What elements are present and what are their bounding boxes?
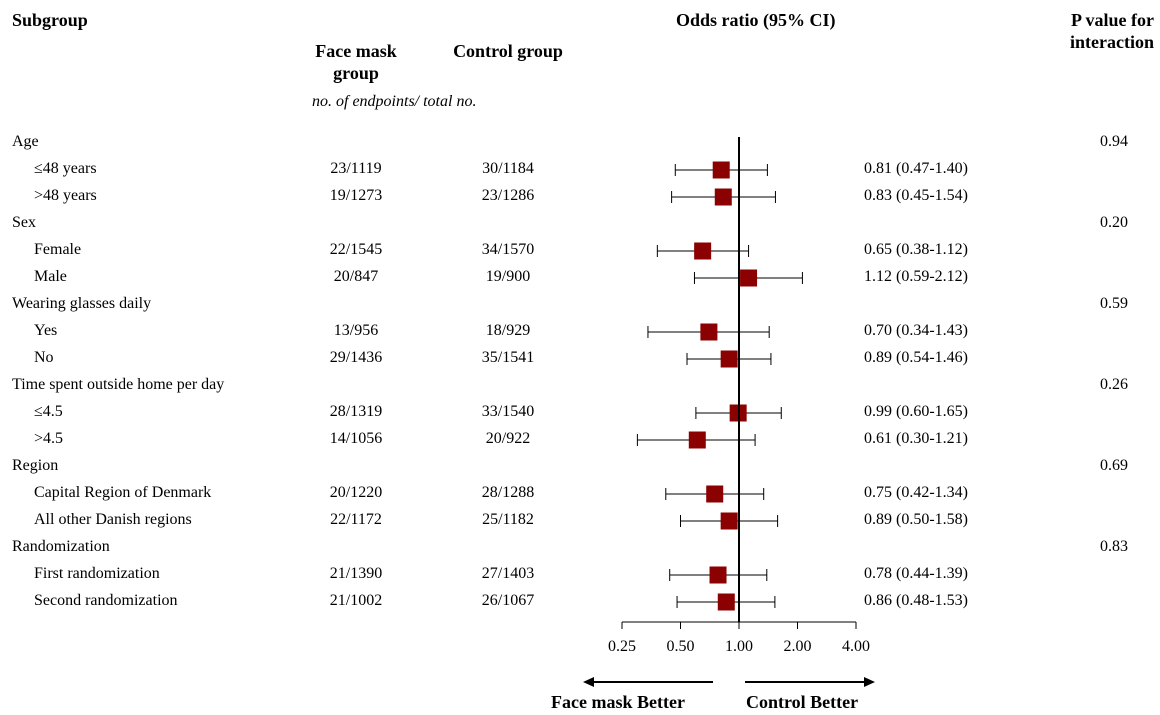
group-label: Randomization — [12, 538, 110, 555]
x-tick-label: 0.25 — [608, 638, 636, 655]
facemask-better-label: Face mask Better — [551, 692, 685, 712]
odds-ratio-ci: 0.89 (0.50-1.58) — [864, 511, 968, 528]
subgroup-label: Capital Region of Denmark — [34, 484, 212, 501]
point-estimate — [740, 269, 758, 287]
odds-ratio-ci: 0.70 (0.34-1.43) — [864, 322, 968, 339]
point-estimate — [709, 566, 727, 584]
endpoints-subheader: no. of endpoints/ total no. — [312, 93, 477, 110]
odds-ratio-ci: 0.65 (0.38-1.12) — [864, 241, 968, 258]
subgroup-label: No — [34, 349, 54, 366]
facemask-count: 22/1545 — [329, 241, 383, 258]
subgroup-label: >48 years — [34, 187, 97, 204]
odds-ratio-ci: 0.83 (0.45-1.54) — [864, 187, 968, 204]
odds-ratio-ci: 0.89 (0.54-1.46) — [864, 349, 968, 366]
subgroup-label: ≤4.5 — [34, 403, 63, 420]
control-count: 35/1541 — [481, 349, 535, 366]
point-estimate — [694, 242, 712, 260]
p-value: 0.26 — [1100, 376, 1128, 393]
right-arrow-icon — [864, 677, 875, 687]
subgroup-label: Second randomization — [34, 592, 178, 609]
subgroup-header: Subgroup — [12, 10, 88, 30]
x-tick-label: 4.00 — [842, 638, 870, 655]
facemask-count: 19/1273 — [329, 187, 383, 204]
x-tick-label: 0.50 — [667, 638, 695, 655]
odds-ratio-ci: 0.81 (0.47-1.40) — [864, 160, 968, 177]
facemask-count: 13/956 — [333, 322, 379, 339]
group-label: Age — [12, 133, 39, 150]
point-estimate — [720, 350, 738, 368]
point-estimate — [712, 161, 730, 179]
point-estimate — [700, 323, 718, 341]
control-better-label: Control Better — [746, 692, 859, 712]
group-label: Time spent outside home per day — [12, 376, 225, 393]
odds-ratio-ci: 0.99 (0.60-1.65) — [864, 403, 968, 420]
group-label: Sex — [12, 214, 36, 231]
x-tick-label: 1.00 — [725, 638, 753, 655]
control-count: 30/1184 — [482, 160, 534, 177]
point-estimate — [717, 593, 735, 611]
facemask-count: 28/1319 — [329, 403, 383, 420]
control-count: 25/1182 — [482, 511, 534, 528]
p-value: 0.83 — [1100, 538, 1128, 555]
subgroup-label: ≤48 years — [34, 160, 97, 177]
facemask-count: 14/1056 — [329, 430, 383, 447]
subgroup-label: Yes — [34, 322, 58, 339]
odds-ratio-ci: 0.75 (0.42-1.34) — [864, 484, 968, 501]
control-count: 27/1403 — [481, 565, 535, 582]
control-count: 33/1540 — [481, 403, 535, 420]
control-count: 20/922 — [485, 430, 531, 447]
left-arrow-icon — [583, 677, 594, 687]
odds-ratio-ci: 0.86 (0.48-1.53) — [864, 592, 968, 609]
p-value: 0.69 — [1100, 457, 1128, 474]
facemask-group-header: Face mask group — [315, 41, 397, 83]
p-value: 0.94 — [1100, 133, 1128, 150]
odds-ratio-ci: 0.78 (0.44-1.39) — [864, 565, 968, 582]
control-count: 18/929 — [485, 322, 531, 339]
odds-ratio-ci: 0.61 (0.30-1.21) — [864, 430, 968, 447]
subgroup-label: First randomization — [34, 565, 160, 582]
facemask-count: 23/1119 — [330, 160, 382, 177]
subgroup-label: All other Danish regions — [34, 511, 192, 528]
subgroup-label: >4.5 — [34, 430, 64, 447]
point-estimate — [688, 431, 706, 449]
control-group-header: Control group — [453, 41, 563, 61]
facemask-count: 22/1172 — [330, 511, 382, 528]
point-estimate — [706, 485, 724, 503]
subgroup-label: Male — [34, 268, 67, 285]
point-estimate — [720, 512, 738, 530]
point-estimate — [714, 188, 732, 206]
control-count: 34/1570 — [481, 241, 535, 258]
group-label: Region — [12, 457, 59, 474]
group-label: Wearing glasses daily — [12, 295, 152, 312]
facemask-count: 20/1220 — [329, 484, 383, 501]
control-count: 26/1067 — [481, 592, 535, 609]
odds-ratio-ci: 1.12 (0.59-2.12) — [864, 268, 968, 285]
odds-ratio-header: Odds ratio (95% CI) — [676, 10, 836, 30]
facemask-count: 21/1002 — [329, 592, 383, 609]
p-value-header: P value for interaction — [1070, 10, 1154, 52]
facemask-count: 20/847 — [333, 268, 379, 285]
subgroup-label: Female — [34, 241, 82, 258]
p-value: 0.59 — [1100, 295, 1128, 312]
facemask-count: 29/1436 — [329, 349, 383, 366]
facemask-count: 21/1390 — [329, 565, 383, 582]
control-count: 23/1286 — [481, 187, 535, 204]
control-count: 28/1288 — [481, 484, 535, 501]
x-tick-label: 2.00 — [784, 638, 812, 655]
control-count: 19/900 — [485, 268, 531, 285]
p-value: 0.20 — [1100, 214, 1128, 231]
